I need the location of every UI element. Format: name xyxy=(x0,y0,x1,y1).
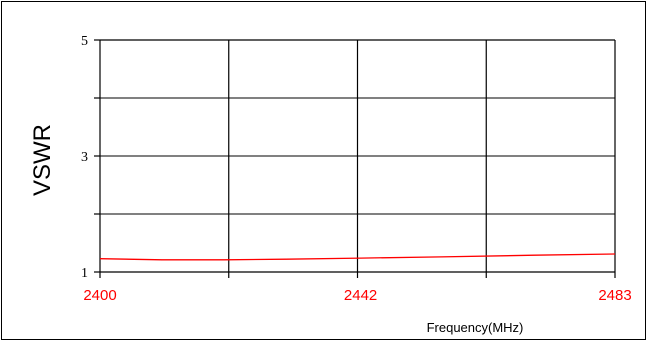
series-lines xyxy=(99,253,616,261)
y-tick-label: 1 xyxy=(81,266,88,281)
axes xyxy=(94,39,616,278)
x-tick-label: 2483 xyxy=(598,287,631,304)
x-tick-label: 2442 xyxy=(344,287,377,304)
y-tick-label: 5 xyxy=(81,34,88,49)
y-axis-label: VSWR xyxy=(29,124,56,196)
x-tick-label: 2400 xyxy=(83,287,116,304)
y-tick-label: 3 xyxy=(81,150,88,165)
vswr-line xyxy=(99,253,616,261)
grid-lines xyxy=(99,39,616,273)
x-axis-label: Frequency(MHz) xyxy=(427,320,524,335)
tick-labels: 1 3 5 2400 2442 2483 xyxy=(81,34,632,304)
